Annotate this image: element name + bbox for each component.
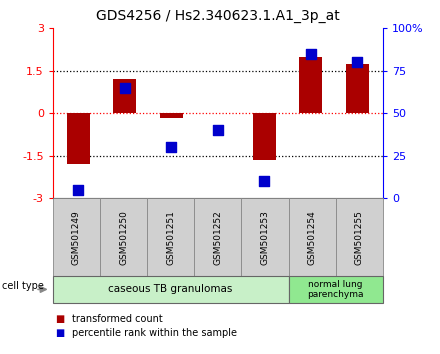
Text: ■: ■ [55, 314, 64, 324]
Text: normal lung
parenchyma: normal lung parenchyma [308, 280, 364, 299]
Text: percentile rank within the sample: percentile rank within the sample [72, 328, 237, 338]
Point [307, 51, 314, 57]
Text: transformed count: transformed count [72, 314, 162, 324]
Text: GDS4256 / Hs2.340623.1.A1_3p_at: GDS4256 / Hs2.340623.1.A1_3p_at [96, 9, 340, 23]
Text: cell type: cell type [2, 281, 44, 291]
Point [168, 144, 175, 150]
Text: ■: ■ [55, 328, 64, 338]
Text: GSM501251: GSM501251 [166, 210, 175, 265]
Bar [299, 57, 323, 113]
Point [75, 187, 82, 193]
Bar [113, 79, 136, 113]
Bar [67, 113, 90, 164]
Text: GSM501253: GSM501253 [260, 210, 269, 265]
Text: GSM501249: GSM501249 [72, 210, 81, 264]
Bar [160, 113, 183, 118]
Text: GSM501254: GSM501254 [308, 210, 317, 264]
Text: GSM501250: GSM501250 [119, 210, 128, 265]
Bar [253, 113, 276, 160]
Point [261, 178, 268, 184]
Point [354, 59, 361, 65]
Point [214, 127, 221, 133]
Point [121, 85, 128, 91]
Text: GSM501255: GSM501255 [355, 210, 364, 265]
Text: caseous TB granulomas: caseous TB granulomas [109, 284, 233, 295]
Text: GSM501252: GSM501252 [213, 210, 222, 264]
Bar [345, 64, 369, 113]
